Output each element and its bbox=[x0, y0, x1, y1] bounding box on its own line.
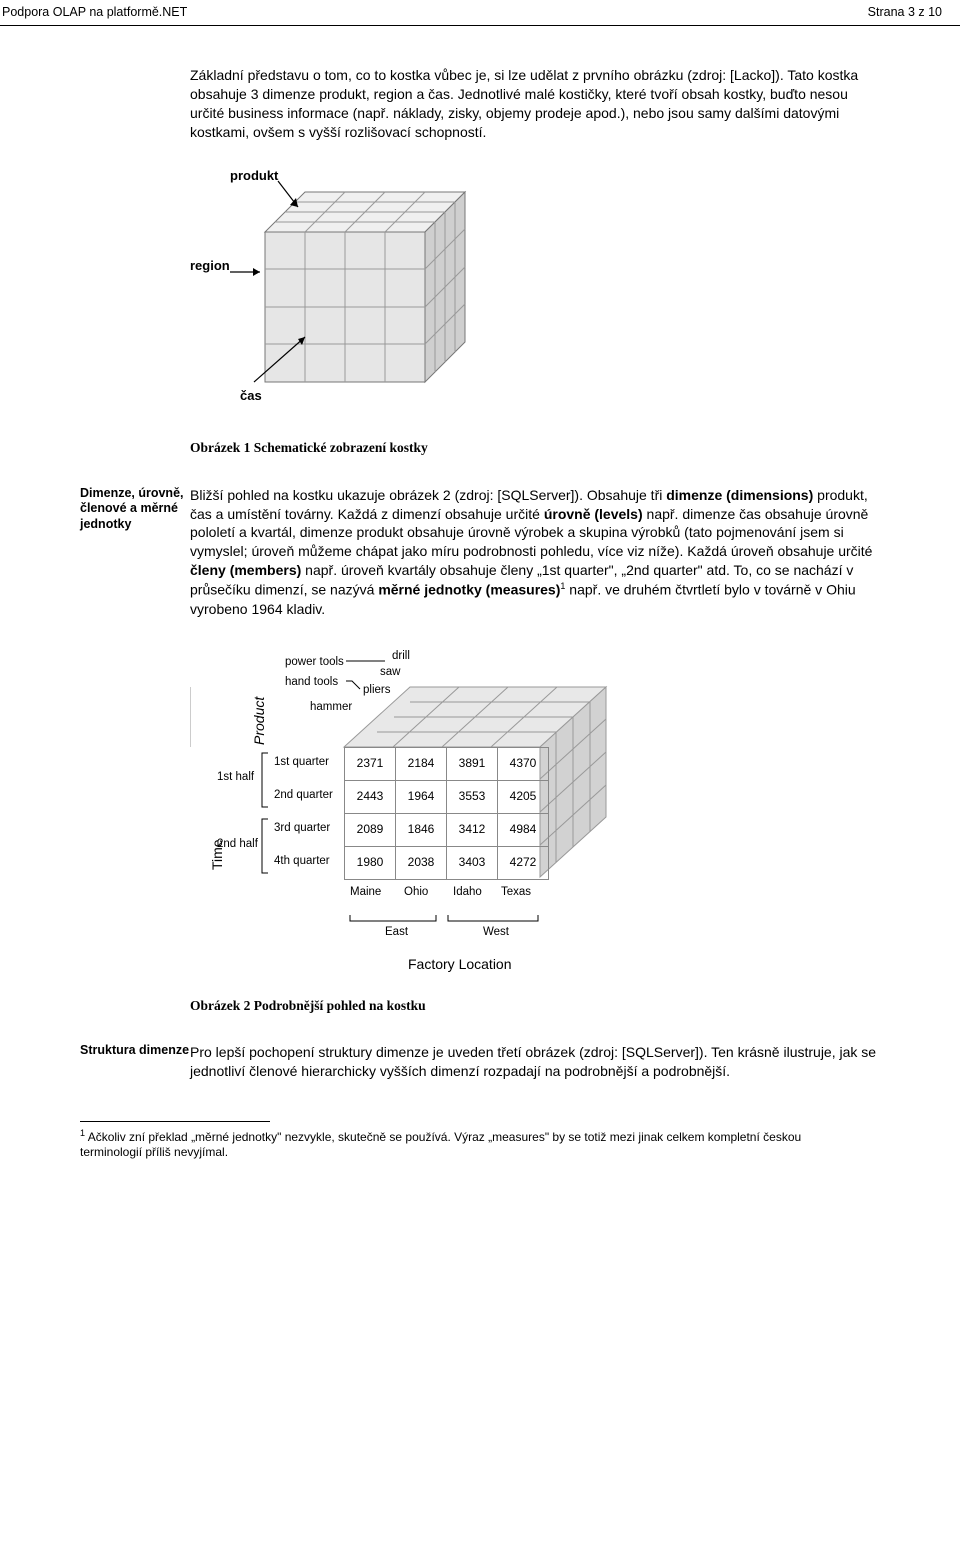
side-label-dimenze: Dimenze, úrovně, členové a měrné jednotk… bbox=[80, 486, 190, 533]
header-rule bbox=[0, 25, 960, 26]
fig2-time-half-0: 1st half bbox=[217, 770, 254, 786]
intro-paragraph: Základní představu o tom, co to kostka v… bbox=[190, 66, 880, 142]
fig2-axis-factory: Factory Location bbox=[408, 955, 512, 974]
section3-body: Pro lepší pochopení struktury dimenze je… bbox=[190, 1043, 880, 1081]
footnote-rule bbox=[80, 1121, 270, 1122]
fig2-prod-group1: power tools bbox=[285, 655, 344, 671]
fig2-data-table: 2371 2184 3891 4370 2443 1964 3553 4205 … bbox=[344, 747, 549, 880]
table-cell: 2371 bbox=[345, 747, 396, 780]
table-cell: 1980 bbox=[345, 846, 396, 879]
fig2-time-q-1: 2nd quarter bbox=[274, 788, 333, 804]
fig1-cube-svg bbox=[190, 167, 500, 417]
figure-1-caption: Obrázek 1 Schematické zobrazení kostky bbox=[190, 439, 880, 457]
table-cell: 3403 bbox=[447, 846, 498, 879]
fig2-loc-col-3: Texas bbox=[501, 885, 531, 901]
fig2-loc-col-0: Maine bbox=[350, 885, 381, 901]
figure-2: Product Time Factory Location power tool… bbox=[190, 645, 880, 975]
fig2-loc-col-1: Ohio bbox=[404, 885, 428, 901]
fig2-time-q-2: 3rd quarter bbox=[274, 821, 330, 837]
fig2-prod-item-0: drill bbox=[392, 649, 410, 665]
table-cell: 2038 bbox=[396, 846, 447, 879]
table-cell: 1846 bbox=[396, 813, 447, 846]
table-cell: 4272 bbox=[498, 846, 549, 879]
fig2-axis-product: Product bbox=[250, 696, 269, 744]
table-cell: 2089 bbox=[345, 813, 396, 846]
table-cell: 3553 bbox=[447, 780, 498, 813]
side-label-struktura: Struktura dimenze bbox=[80, 1043, 190, 1059]
table-cell: 4370 bbox=[498, 747, 549, 780]
fig2-prod-item-3: hammer bbox=[310, 700, 352, 716]
fig2-prod-item-1: saw bbox=[380, 665, 400, 681]
fig2-time-q-0: 1st quarter bbox=[274, 755, 329, 771]
fig2-loc-group-0: East bbox=[385, 925, 408, 941]
table-cell: 3412 bbox=[447, 813, 498, 846]
table-cell: 3891 bbox=[447, 747, 498, 780]
fig2-time-q-3: 4th quarter bbox=[274, 854, 330, 870]
table-cell: 4205 bbox=[498, 780, 549, 813]
fig2-prod-group2: hand tools bbox=[285, 675, 338, 691]
table-cell: 2184 bbox=[396, 747, 447, 780]
fig2-time-half-1: 2nd half bbox=[217, 837, 258, 853]
footnote-text: Ačkoliv zní překlad „měrné jednotky" nez… bbox=[80, 1130, 801, 1160]
section2-body: Bližší pohled na kostku ukazuje obrázek … bbox=[190, 486, 880, 619]
table-cell: 4984 bbox=[498, 813, 549, 846]
fig2-prod-item-2: pliers bbox=[363, 683, 390, 699]
header-right: Strana 3 z 10 bbox=[868, 4, 942, 21]
table-cell: 1964 bbox=[396, 780, 447, 813]
fig2-loc-col-2: Idaho bbox=[453, 885, 482, 901]
figure-2-caption: Obrázek 2 Podrobnější pohled na kostku bbox=[190, 997, 880, 1015]
footnote: 1 Ačkoliv zní překlad „měrné jednotky" n… bbox=[80, 1128, 880, 1161]
header-left: Podpora OLAP na platformě.NET bbox=[2, 4, 187, 21]
footnote-marker: 1 bbox=[80, 1128, 85, 1138]
figure-1: produkt region čas bbox=[190, 167, 880, 417]
table-cell: 2443 bbox=[345, 780, 396, 813]
fig2-loc-group-1: West bbox=[483, 925, 509, 941]
